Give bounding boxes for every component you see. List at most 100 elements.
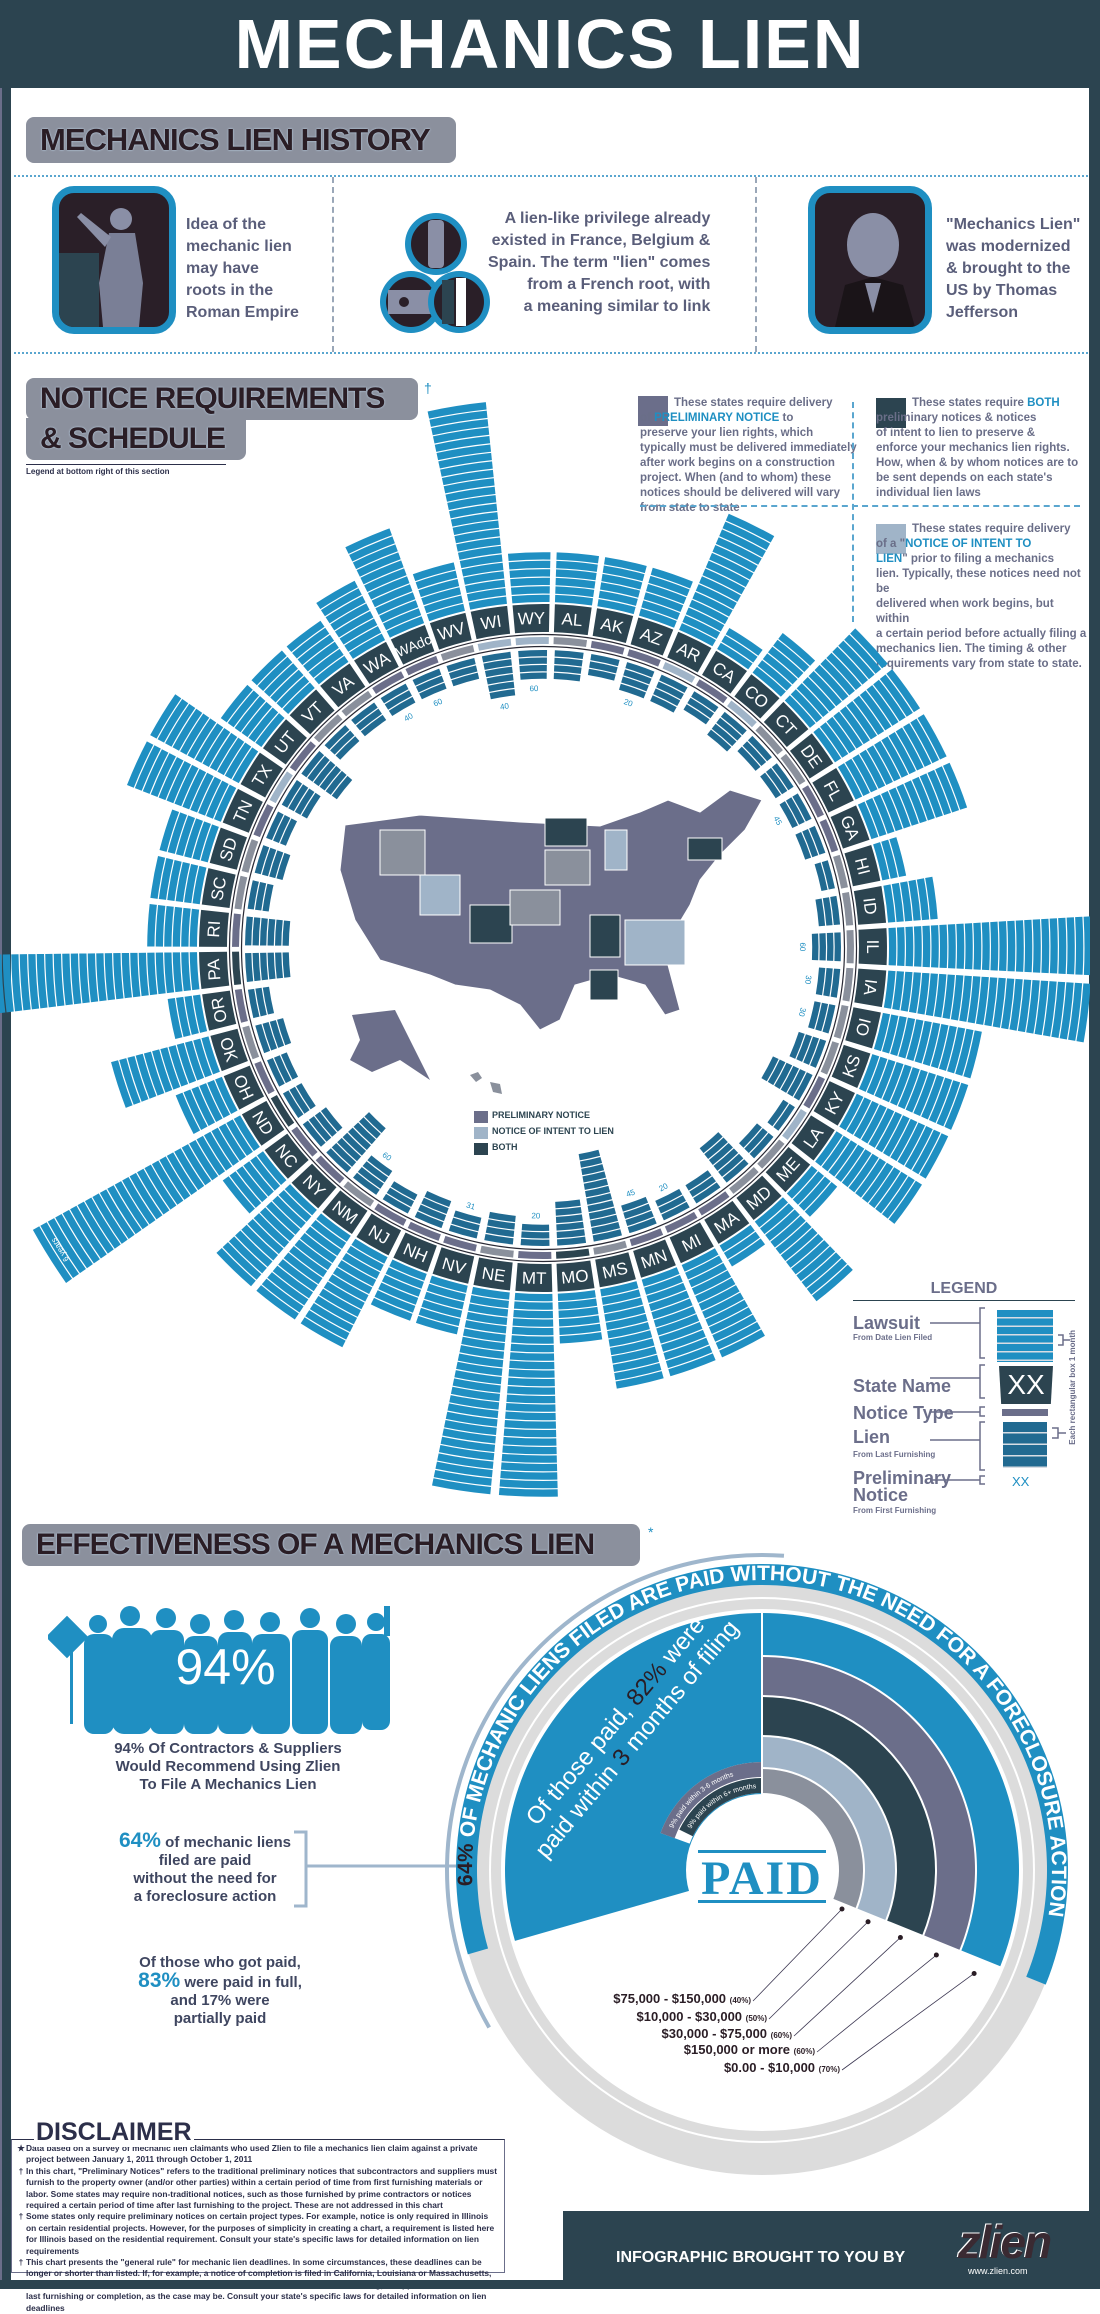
state-label-box xyxy=(845,1007,881,1049)
divider xyxy=(332,177,334,352)
lien-month-box xyxy=(556,1221,584,1231)
lien-month-box xyxy=(823,968,833,997)
state-IL: IL 60 xyxy=(798,916,1090,976)
lawsuit-month-box xyxy=(506,1394,556,1404)
lawsuit-month-box xyxy=(314,1295,358,1325)
amount-band xyxy=(762,1657,975,1950)
lawsuit-month-box xyxy=(712,1314,757,1342)
lien-month-box xyxy=(451,672,480,687)
lien-month-box xyxy=(255,987,267,1017)
lawsuit-month-box xyxy=(421,1299,463,1318)
lien-month-box xyxy=(484,1233,514,1245)
footer-url[interactable]: www.zlien.com xyxy=(968,2266,1028,2276)
lawsuit-month-box xyxy=(502,1445,557,1455)
lawsuit-month-box xyxy=(981,922,990,971)
lien-month-box xyxy=(245,916,253,946)
lien-month-box xyxy=(795,832,812,860)
state-KS: KS xyxy=(789,1031,969,1130)
lawsuit-month-box xyxy=(316,1213,351,1242)
lien-month-box xyxy=(488,681,515,692)
lien-month-box xyxy=(288,784,309,812)
lawsuit-month-box xyxy=(725,513,775,543)
state-label-box xyxy=(556,1260,595,1292)
lien-month-box xyxy=(330,730,355,755)
lawsuit-month-box xyxy=(104,953,116,1001)
lawsuit-month-box xyxy=(424,1291,465,1310)
bracket-line xyxy=(294,1830,470,1908)
lawsuit-month-box xyxy=(557,1290,596,1301)
lawsuit-month-box xyxy=(192,821,211,861)
lawsuit-month-box xyxy=(215,1076,238,1114)
lawsuit-month-box xyxy=(200,824,219,863)
lawsuit-month-box xyxy=(850,628,888,669)
state-OR: OR xyxy=(167,986,275,1040)
notice-type-bar xyxy=(819,819,839,853)
lien-month-box xyxy=(518,657,547,665)
lawsuit-month-box xyxy=(1034,980,1049,1036)
lawsuit-month-box xyxy=(449,503,498,519)
recommend-text: 94% Of Contractors & Suppliers Would Rec… xyxy=(114,1740,342,1793)
lawsuit-month-box xyxy=(300,1232,337,1263)
desc-text: These states require xyxy=(912,397,1028,409)
lawsuit-month-box xyxy=(196,1135,226,1176)
lien-month-box xyxy=(653,688,681,707)
disclaimer-symbol: ★ xyxy=(17,2143,25,2153)
lawsuit-month-box xyxy=(912,776,935,821)
lawsuit-month-box xyxy=(468,596,507,610)
notice-type-bar xyxy=(727,700,757,728)
lawsuit-month-box xyxy=(725,628,763,656)
lien-month-box xyxy=(555,1206,582,1216)
state-label-box xyxy=(830,805,870,849)
ring-line xyxy=(240,645,846,1251)
lien-month-box xyxy=(683,704,710,725)
lawsuit-month-box xyxy=(114,1181,149,1230)
workers-silhouette-icon xyxy=(48,1606,390,1734)
notice-type-bar xyxy=(802,785,824,818)
lien-month-box xyxy=(718,1153,744,1177)
lien-month-box xyxy=(280,1052,299,1080)
lawsuit-month-box xyxy=(796,683,829,718)
disclaimer-title: DISCLAIMER xyxy=(34,2118,194,2147)
lawsuit-month-box xyxy=(172,952,183,993)
lawsuit-month-box xyxy=(134,745,161,791)
legend-lien-bar xyxy=(1003,1422,1047,1468)
lawsuit-month-box xyxy=(257,1151,287,1186)
lien-month-box xyxy=(587,1200,615,1213)
lawsuit-month-box xyxy=(155,905,166,947)
lawsuit-month-box xyxy=(903,723,932,767)
state-shape xyxy=(469,904,513,944)
lien-month-box xyxy=(766,767,788,795)
lawsuit-month-box xyxy=(2,954,14,1013)
lawsuit-month-box xyxy=(316,580,358,610)
lien-month-box xyxy=(294,788,315,815)
legend-brackets xyxy=(930,1307,1070,1485)
prelim-notice-days: 30 xyxy=(803,975,813,985)
paid-full-stat: Of those who got paid, 83% were paid in f… xyxy=(110,1954,330,2028)
lawsuit-month-box xyxy=(127,1055,149,1102)
lawsuit-month-box xyxy=(62,1209,100,1264)
lawsuit-month-box xyxy=(859,1054,880,1092)
lien-month-box xyxy=(521,1231,550,1239)
lawsuit-month-box xyxy=(418,578,460,598)
state-AR: AR xyxy=(650,513,775,713)
right-frame xyxy=(1089,0,1100,2289)
state-label: RI xyxy=(204,920,224,938)
lawsuit-month-box xyxy=(437,1453,494,1469)
effectiveness-heading: EFFECTIVENESS OF A MECHANICS LIEN xyxy=(22,1524,640,1566)
state-label: HI xyxy=(851,856,874,877)
lawsuit-month-box xyxy=(815,1131,843,1167)
both-swatch xyxy=(876,398,906,428)
lawsuit-month-box xyxy=(1024,919,1033,973)
lawsuit-month-box xyxy=(900,881,913,922)
paid-full-percentage: 83% xyxy=(138,1969,181,1992)
lien-month-box xyxy=(518,650,548,658)
state-CA: CA xyxy=(683,628,763,725)
lien-month-box xyxy=(280,818,298,846)
lawsuit-month-box xyxy=(944,1082,969,1130)
zlien-logo[interactable]: zlien xyxy=(958,2216,1052,2268)
lien-month-box xyxy=(815,967,826,996)
lawsuit-month-box xyxy=(555,569,597,581)
lien-month-box xyxy=(262,986,275,1015)
